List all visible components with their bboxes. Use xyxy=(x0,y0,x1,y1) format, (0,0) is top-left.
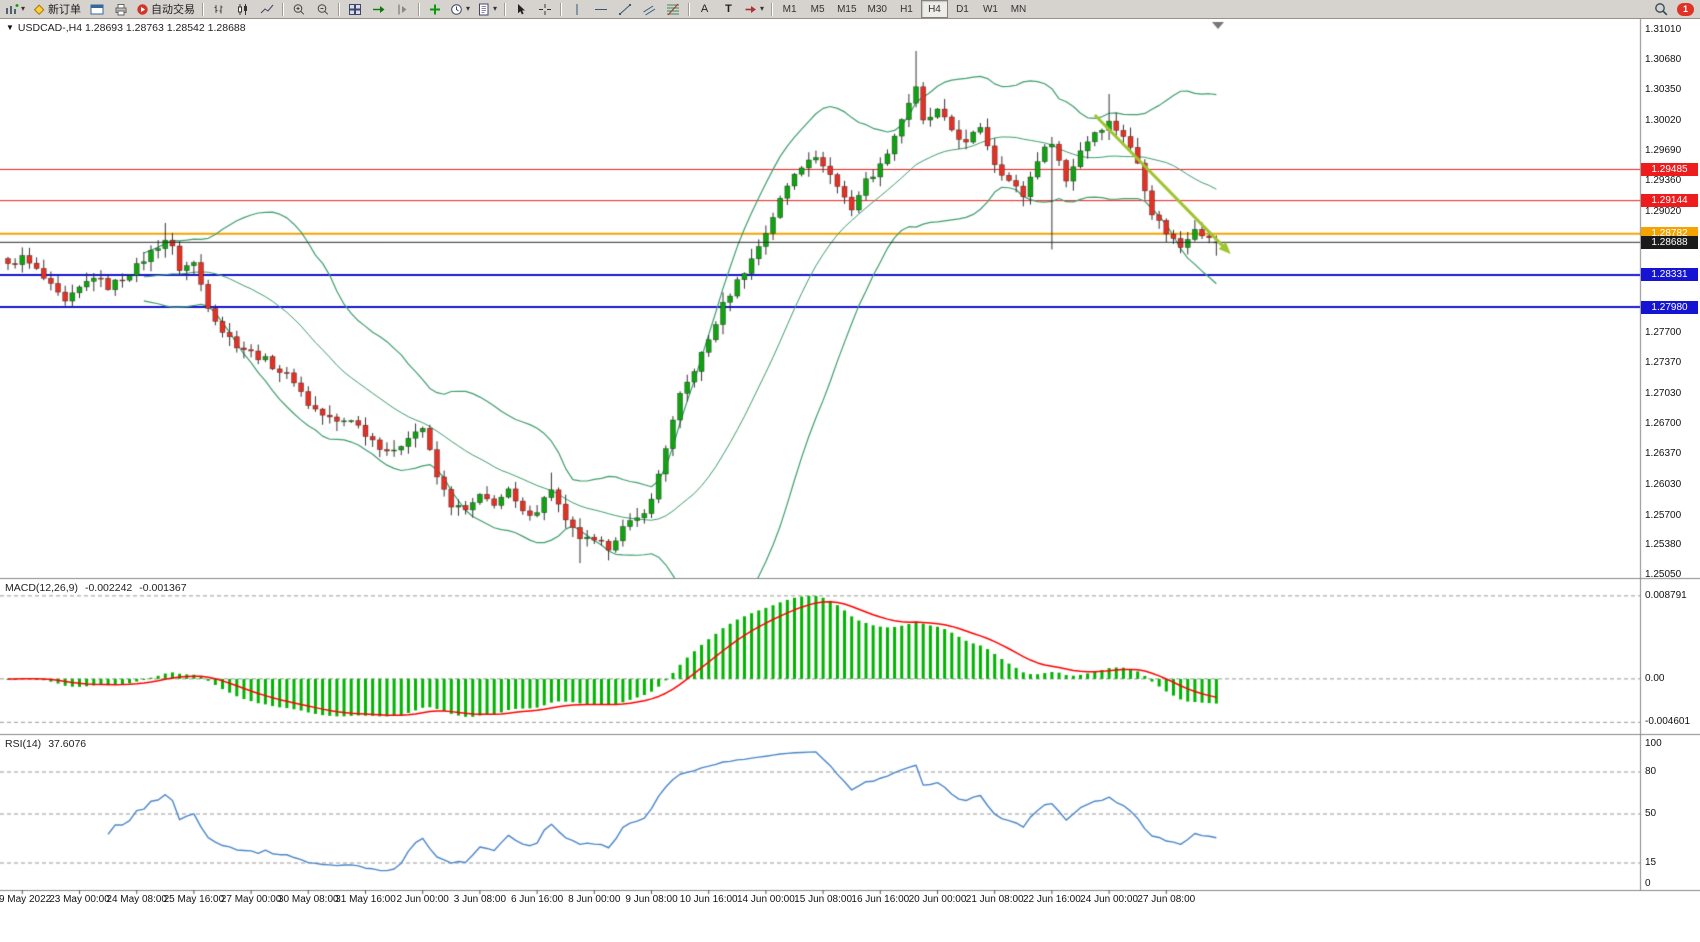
timeframe-button-M15[interactable]: M15 xyxy=(837,3,857,15)
toolbar-separator xyxy=(771,2,773,16)
templates-button[interactable]: ▾ xyxy=(474,0,500,18)
zoom-out-button[interactable] xyxy=(311,0,334,18)
toolbar-separator xyxy=(560,2,562,16)
candlestick-chart-button[interactable] xyxy=(231,0,254,18)
crosshair-button[interactable] xyxy=(533,0,556,18)
new-order-button[interactable]: 新订单 xyxy=(29,0,84,18)
periods-button[interactable]: ▾ xyxy=(447,0,473,18)
search-button[interactable] xyxy=(1650,0,1673,18)
search-icon xyxy=(1654,2,1669,16)
toolbar-separator xyxy=(202,2,204,16)
timeframe-button-M30[interactable]: M30 xyxy=(867,3,887,15)
timeframe-button-M1[interactable]: M1 xyxy=(782,3,797,15)
horizontal-line-icon xyxy=(594,3,608,16)
timeframe-button-H1[interactable]: H1 xyxy=(900,3,913,15)
text-tool-icon: A xyxy=(700,3,709,15)
timeframe-button-W1[interactable]: W1 xyxy=(982,3,998,15)
template-icon xyxy=(477,3,491,16)
chevron-down-icon: ▾ xyxy=(760,4,765,13)
auto-trading-icon xyxy=(136,3,149,16)
new-order-label: 新订单 xyxy=(48,4,82,16)
arrow-shape-icon xyxy=(744,3,758,16)
chart-window-button[interactable] xyxy=(85,0,108,18)
channel-button[interactable] xyxy=(637,0,660,18)
tile-windows-button[interactable] xyxy=(343,0,366,18)
vertical-line-button[interactable] xyxy=(565,0,588,18)
chart-window-icon xyxy=(90,3,104,16)
timeframe-button-MN[interactable]: MN xyxy=(1010,3,1027,15)
bar-chart-icon xyxy=(212,3,226,16)
timeframe-button-M5[interactable]: M5 xyxy=(810,3,825,15)
cursor-button[interactable] xyxy=(509,0,532,18)
zoom-out-icon xyxy=(316,3,330,16)
tile-windows-icon xyxy=(348,3,362,16)
print-button[interactable] xyxy=(109,0,132,18)
toolbar-separator xyxy=(282,2,284,16)
toolbar-separator xyxy=(688,2,690,16)
toolbar-right-group: 1 xyxy=(1650,0,1698,18)
label-tool-icon: T xyxy=(725,3,732,15)
chevron-down-icon: ▾ xyxy=(466,4,471,13)
auto-scroll-icon xyxy=(372,3,386,16)
auto-trading-button[interactable]: 自动交易 xyxy=(133,0,198,18)
chevron-down-icon: ▾ xyxy=(493,4,498,13)
zoom-in-icon xyxy=(292,3,306,16)
label-tool-button[interactable]: T xyxy=(717,0,740,18)
shapes-button[interactable]: ▾ xyxy=(741,0,767,18)
indicators-add-icon xyxy=(428,3,442,16)
zoom-in-button[interactable] xyxy=(287,0,310,18)
printer-icon xyxy=(114,3,128,16)
main-toolbar: ▾ 新订单 自动交易 ▾ ▾ xyxy=(0,0,1700,19)
new-chart-button[interactable]: ▾ xyxy=(2,0,28,18)
vertical-line-icon xyxy=(570,3,584,16)
chart-shift-button[interactable] xyxy=(391,0,414,18)
toolbar-separator xyxy=(418,2,420,16)
notification-badge[interactable]: 1 xyxy=(1677,2,1694,16)
line-chart-button[interactable] xyxy=(255,0,278,18)
chart-shift-icon xyxy=(396,3,410,16)
line-chart-icon xyxy=(260,3,274,16)
candlestick-chart-icon xyxy=(236,3,250,16)
new-order-icon xyxy=(32,3,46,16)
new-chart-icon xyxy=(5,3,19,16)
trendline-icon xyxy=(618,3,632,16)
timeframe-button-H4[interactable]: H4 xyxy=(920,0,948,18)
auto-trading-label: 自动交易 xyxy=(151,4,196,16)
horizontal-line-button[interactable] xyxy=(589,0,612,18)
timeframe-group: M1 M5 M15 M30 H1 H4 D1 W1 MN xyxy=(776,0,1032,18)
timeframe-button-D1[interactable]: D1 xyxy=(956,3,969,15)
trendline-button[interactable] xyxy=(613,0,636,18)
text-tool-button[interactable]: A xyxy=(693,0,716,18)
bar-chart-button[interactable] xyxy=(207,0,230,18)
toolbar-separator xyxy=(504,2,506,16)
clock-icon xyxy=(450,3,464,16)
crosshair-icon xyxy=(538,3,552,16)
toolbar-separator xyxy=(338,2,340,16)
chevron-down-icon: ▾ xyxy=(21,4,26,13)
channel-icon xyxy=(642,3,656,16)
auto-scroll-button[interactable] xyxy=(367,0,390,18)
indicators-button[interactable] xyxy=(423,0,446,18)
fibonacci-button[interactable] xyxy=(661,0,684,18)
cursor-icon xyxy=(514,3,528,16)
fibonacci-icon xyxy=(666,3,680,16)
